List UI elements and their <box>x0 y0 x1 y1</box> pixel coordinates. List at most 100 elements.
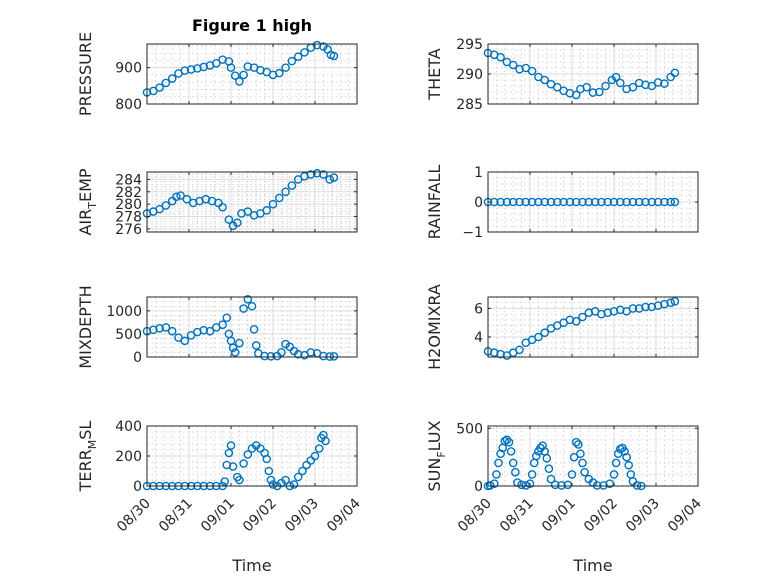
panel-air-temp-data-point <box>218 202 227 212</box>
panel-rainfall: −1 0 1 RAINFALL <box>425 165 699 241</box>
panel-mixdepth-data-point <box>239 304 248 313</box>
panel-pressure-y-tick-label: 900 <box>115 61 142 77</box>
panel-terr-msl-data-point <box>310 451 320 461</box>
panel-sun-flux-data-point <box>571 437 581 447</box>
panel-sun-flux-data-point <box>506 447 516 456</box>
panel-sun-flux-y-tick-label: 500 <box>456 421 483 437</box>
panel-air-temp-data-point <box>306 170 316 179</box>
panel-mixdepth-data-point <box>243 295 253 304</box>
panel-rainfall-data-point <box>540 197 550 207</box>
panel-sun-flux-data-point <box>620 447 629 456</box>
panel-air-temp-data-point <box>325 175 335 184</box>
panel-theta-data-point <box>595 87 604 97</box>
panel-sun-flux-data-point <box>576 449 585 458</box>
panel-terr-msl-data-point <box>239 459 248 468</box>
panel-air-temp-y-tick-label: 284 <box>115 172 142 188</box>
panel-rainfall-data-point <box>502 197 512 207</box>
panel-sun-flux-data-point <box>578 458 587 468</box>
panel-pressure: 800 900 PRESSURE <box>76 32 358 116</box>
panel-theta-data-point <box>647 81 657 91</box>
panel-pressure-data-point <box>180 66 190 75</box>
panel-sun-flux-data-point <box>532 451 541 461</box>
panel-air-temp-y-tick-label: 280 <box>115 197 142 213</box>
panel-theta-data-point <box>527 66 537 76</box>
panel-theta-data-point <box>641 80 650 90</box>
panel-sun-flux-data-point <box>496 449 505 458</box>
panel-theta-data-point <box>588 88 598 97</box>
panel-theta-data-point <box>601 81 610 91</box>
panel-h2omixra: 4 6 H2OMIXRA <box>425 284 699 370</box>
panel-air-temp-data-point <box>329 173 339 182</box>
panel-mixdepth-data-point <box>228 343 238 353</box>
panel-sun-flux-data-point <box>538 441 547 450</box>
panel-sun-flux-data-point <box>611 458 621 468</box>
panel-mixdepth-data-point <box>155 324 164 333</box>
panel-rainfall-data-point <box>515 197 524 207</box>
panel-pressure-data-point <box>293 52 303 62</box>
panel-rainfall-y-axis-label: RAINFALL <box>425 165 444 240</box>
panel-terr-msl-data-point <box>293 472 303 482</box>
panel-sun-flux-data-point <box>504 437 514 447</box>
panel-rainfall-data-point <box>616 197 625 207</box>
panel-rainfall-data-point <box>565 197 575 207</box>
panel-mixdepth-y-tick-label: 1000 <box>106 304 142 320</box>
panel-mixdepth-data-point <box>235 338 244 348</box>
panel-sun-flux-axes-box <box>487 425 699 487</box>
panel-rainfall-data-point <box>647 197 657 207</box>
panel-sun-flux-data-point <box>567 470 577 479</box>
panel-rainfall-data-point <box>496 197 505 207</box>
panel-h2omixra-y-tick-label: 4 <box>474 330 483 346</box>
panel-terr-msl-data-point <box>268 480 278 489</box>
panel-mixdepth-data-point <box>329 352 339 361</box>
panel-air-temp-data-point <box>312 168 322 178</box>
panel-pressure-data-point <box>161 78 171 88</box>
panel-terr-msl-data-point <box>314 444 324 453</box>
panel-rainfall-data-point <box>584 197 594 207</box>
panel-sun-flux-data-point <box>527 470 537 479</box>
panel-pressure-data-point <box>230 71 240 80</box>
panel-air-temp-data-point <box>281 187 290 197</box>
panel-terr-msl-data-point <box>298 466 307 476</box>
panel-air-temp-data-point <box>287 181 297 190</box>
panel-air-temp-data-point <box>262 206 272 215</box>
panel-rainfall-data-point <box>534 197 543 207</box>
panel-terr-msl-x-axis-label: Time <box>231 556 271 575</box>
panel-air-temp-data-point <box>176 191 185 200</box>
panel-pressure-data-point <box>243 62 253 71</box>
panel-air-temp-axes-box <box>146 171 358 233</box>
panel-air-temp-data-point <box>232 218 242 228</box>
panel-mixdepth-y-axis-label: MIXDEPTH <box>76 285 95 368</box>
panel-terr-msl-data-point <box>289 480 299 489</box>
panel-h2omixra-data-point <box>515 345 524 355</box>
panel-mixdepth-data-point <box>260 351 269 361</box>
panel-theta-data-point <box>582 82 592 92</box>
panel-h2omixra-axes-box <box>487 296 699 358</box>
panel-sun-flux-data-point <box>508 458 518 468</box>
panel-sun-flux-data-point <box>502 435 512 445</box>
panel-rainfall-data-point <box>590 197 600 207</box>
panel-mixdepth-data-point <box>249 325 259 334</box>
panel-theta-data-point <box>616 78 625 88</box>
panel-pressure-data-point <box>186 65 196 74</box>
panel-h2omixra-plot-area <box>488 297 698 357</box>
panel-terr-msl-data-point <box>224 448 234 458</box>
panel-mixdepth-data-point <box>180 336 190 346</box>
panel-theta-data-point <box>508 60 518 70</box>
panel-rainfall-data-point <box>508 197 518 207</box>
panel-terr-msl-y-tick-label: 0 <box>133 479 142 495</box>
panel-theta-data-point <box>540 75 550 85</box>
panel-rainfall-y-tick-label: 1 <box>474 165 483 181</box>
panel-sun-flux-data-point <box>609 470 619 479</box>
panel-rainfall-data-point <box>634 197 644 207</box>
panel-sun-flux-data-point <box>632 481 642 490</box>
panel-sun-flux-y-axis-label: SUNFLUX <box>425 420 448 491</box>
panel-mixdepth-y-tick-label: 500 <box>115 327 142 343</box>
panel-terr-msl-data-point <box>243 450 253 459</box>
panel-sun-flux-data-point <box>521 481 531 490</box>
panel-terr-msl-data-point <box>266 475 276 485</box>
panel-terr-msl-data-point <box>226 441 236 450</box>
panel-sun-flux-data-point <box>542 454 552 463</box>
panel-mixdepth-data-point <box>306 348 316 357</box>
panel-mixdepth-axes-box <box>146 296 358 358</box>
panel-mixdepth-y-tick-label: 0 <box>133 350 142 366</box>
